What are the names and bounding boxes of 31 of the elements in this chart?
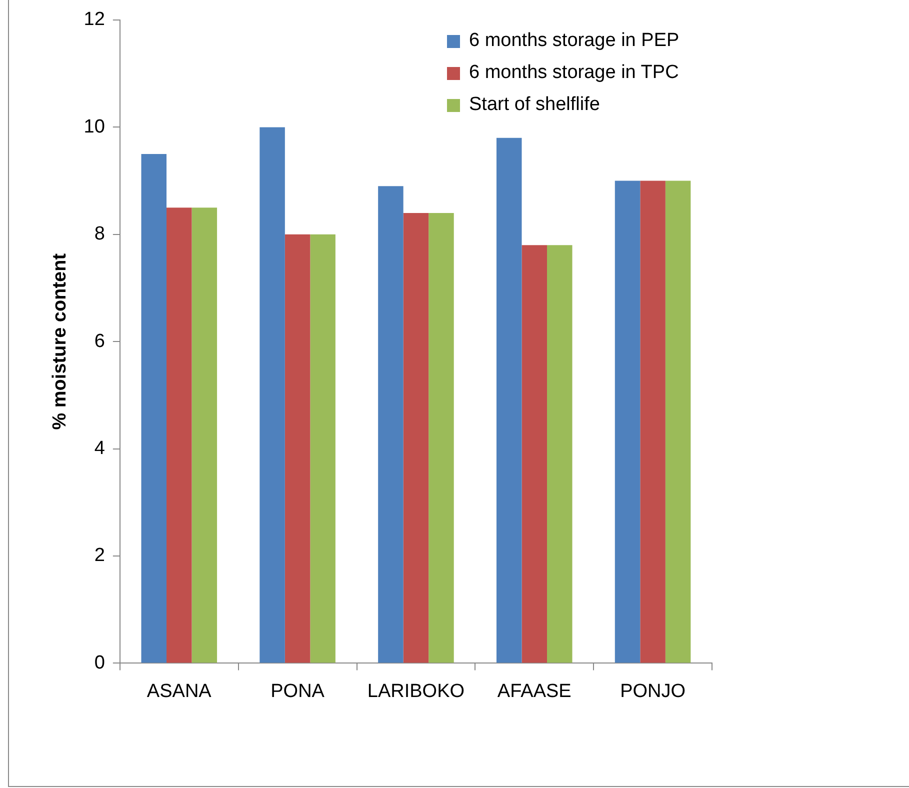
bar (260, 127, 285, 663)
y-tick-label: 0 (94, 652, 105, 674)
legend-label: Start of shelflife (469, 94, 600, 116)
x-tick-label: LARIBOKO (367, 680, 465, 702)
bar (141, 154, 167, 663)
bar (665, 180, 691, 663)
bar (428, 212, 454, 663)
bar (547, 245, 572, 663)
x-tick-label: PONA (270, 680, 325, 702)
y-tick-label: 8 (94, 224, 105, 245)
legend-label: 6 months storage in TPC (469, 62, 679, 84)
y-tick-label: 12 (84, 9, 105, 30)
bar (192, 208, 218, 663)
x-tick-label: PONJO (620, 680, 686, 702)
bar (640, 180, 666, 663)
y-tick-label: 4 (94, 438, 106, 460)
bar (403, 212, 429, 663)
x-tick-label: AFAASE (497, 680, 572, 702)
bar (522, 245, 548, 663)
bar (496, 138, 522, 663)
x-tick-label: ASANA (146, 680, 212, 702)
bar (310, 234, 336, 663)
y-axis-title: % moisture content (50, 252, 71, 430)
bar (378, 186, 404, 663)
legend-label: 6 months storage in PEP (469, 30, 680, 52)
bar (614, 180, 640, 663)
y-tick-label: 6 (94, 330, 105, 352)
y-tick-label: 2 (94, 545, 105, 566)
bar (166, 208, 192, 663)
bar (284, 234, 310, 663)
y-tick-label: 10 (84, 116, 105, 138)
